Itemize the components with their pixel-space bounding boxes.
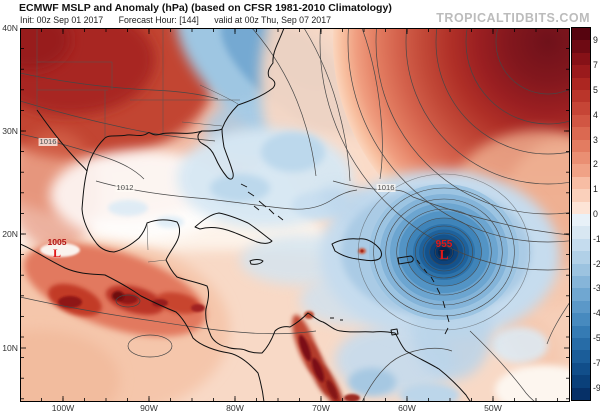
anomaly-map	[20, 28, 570, 402]
low-symbol: L	[439, 248, 449, 263]
colorbar-segment	[572, 288, 590, 302]
axis-ticks	[20, 28, 570, 402]
contour-label: 1016	[38, 137, 58, 146]
chart-title: ECMWF MSLP and Anomaly (hPa) (based on C…	[19, 2, 392, 14]
map-border	[20, 28, 570, 402]
state-borders	[36, 28, 240, 263]
colorbar-segment	[572, 40, 590, 54]
contour-label: 1012	[115, 183, 135, 192]
colorbar-tick: 5	[593, 85, 598, 95]
colorbar-segment	[572, 325, 590, 339]
colorbar-segment	[572, 28, 590, 41]
colorbar-segment	[572, 139, 590, 153]
colorbar-segment	[572, 387, 590, 401]
colorbar-segment	[572, 77, 590, 91]
colorbar-segment	[572, 214, 590, 227]
contour-label: 1016	[376, 183, 396, 192]
colorbar-tick: -3	[593, 283, 600, 294]
colorbar-tick: -2	[593, 258, 600, 269]
colorbar-segment	[572, 152, 590, 165]
colorbar-segment	[572, 127, 590, 141]
colorbar-segment	[572, 251, 590, 265]
colorbar-segment	[572, 338, 590, 351]
colorbar-tick: 3	[593, 134, 598, 145]
lat-label: 30N	[2, 126, 18, 136]
hurricane-contours	[357, 173, 531, 331]
colorbar-segment	[572, 263, 590, 277]
colorbar-segment	[572, 201, 590, 215]
colorbar-tick: 7	[593, 60, 598, 71]
colorbar-segment	[572, 52, 590, 66]
colorbar-tick: 9	[593, 35, 598, 46]
anomaly-colorbar	[571, 27, 591, 401]
colorbar-segment	[572, 65, 590, 79]
lon-label: 50W	[484, 403, 502, 413]
colorbar-segment	[572, 300, 590, 314]
lon-label: 100W	[51, 403, 75, 413]
colorbar-tick: 0	[593, 209, 598, 219]
colorbar-tick: -9	[593, 382, 600, 393]
valid-time: valid at 00z Thu, Sep 07 2017	[214, 15, 331, 25]
colorbar-tick: -4	[593, 308, 600, 319]
colorbar-tick: -5	[593, 332, 600, 343]
init-time: Init: 00z Sep 01 2017	[20, 15, 104, 25]
low-pressure-marker: 1005 L	[47, 237, 66, 259]
lon-label: 60W	[398, 403, 416, 413]
colorbar-segment	[572, 90, 590, 103]
colorbar-segment	[572, 176, 590, 190]
low-symbol: L	[52, 246, 61, 260]
map-graphics	[20, 28, 570, 402]
low-pressure-value: 1005	[47, 237, 67, 247]
lon-label: 70W	[312, 403, 330, 413]
colorbar-tick: -1	[593, 233, 600, 244]
forecast-hour: Forecast Hour: [144]	[118, 15, 199, 25]
colorbar-segment	[572, 226, 590, 240]
run-info: Init: 00z Sep 01 2017 Forecast Hour: [14…	[20, 15, 344, 25]
lon-label: 90W	[140, 403, 158, 413]
colorbar-tick: -7	[593, 357, 600, 368]
hurricane-anomaly-rings	[369, 184, 519, 320]
lat-label: 10N	[2, 343, 18, 353]
lat-label: 40N	[2, 23, 18, 33]
colorbar-segment	[572, 276, 590, 289]
colorbar-segment	[572, 313, 590, 327]
watermark: TROPICALTIDBITS.COM	[436, 11, 590, 25]
colorbar-segment	[572, 362, 590, 376]
colorbar-segment	[572, 102, 590, 116]
low-pressure-marker: 955 L	[435, 239, 453, 263]
lon-label: 80W	[226, 403, 244, 413]
colorbar-tick: 2	[593, 159, 598, 170]
coastlines	[20, 28, 472, 402]
colorbar-segment	[572, 164, 590, 178]
colorbar-segment	[572, 375, 590, 389]
colorbar-segment	[572, 350, 590, 364]
colorbar-tick: 4	[593, 109, 598, 120]
colorbar-tick: 1	[593, 184, 598, 195]
colorbar-segment	[572, 189, 590, 203]
lat-label: 20N	[2, 229, 18, 239]
low-pressure-value: 955	[435, 239, 453, 250]
colorbar-segment	[572, 114, 590, 128]
colorbar-segment	[572, 238, 590, 252]
